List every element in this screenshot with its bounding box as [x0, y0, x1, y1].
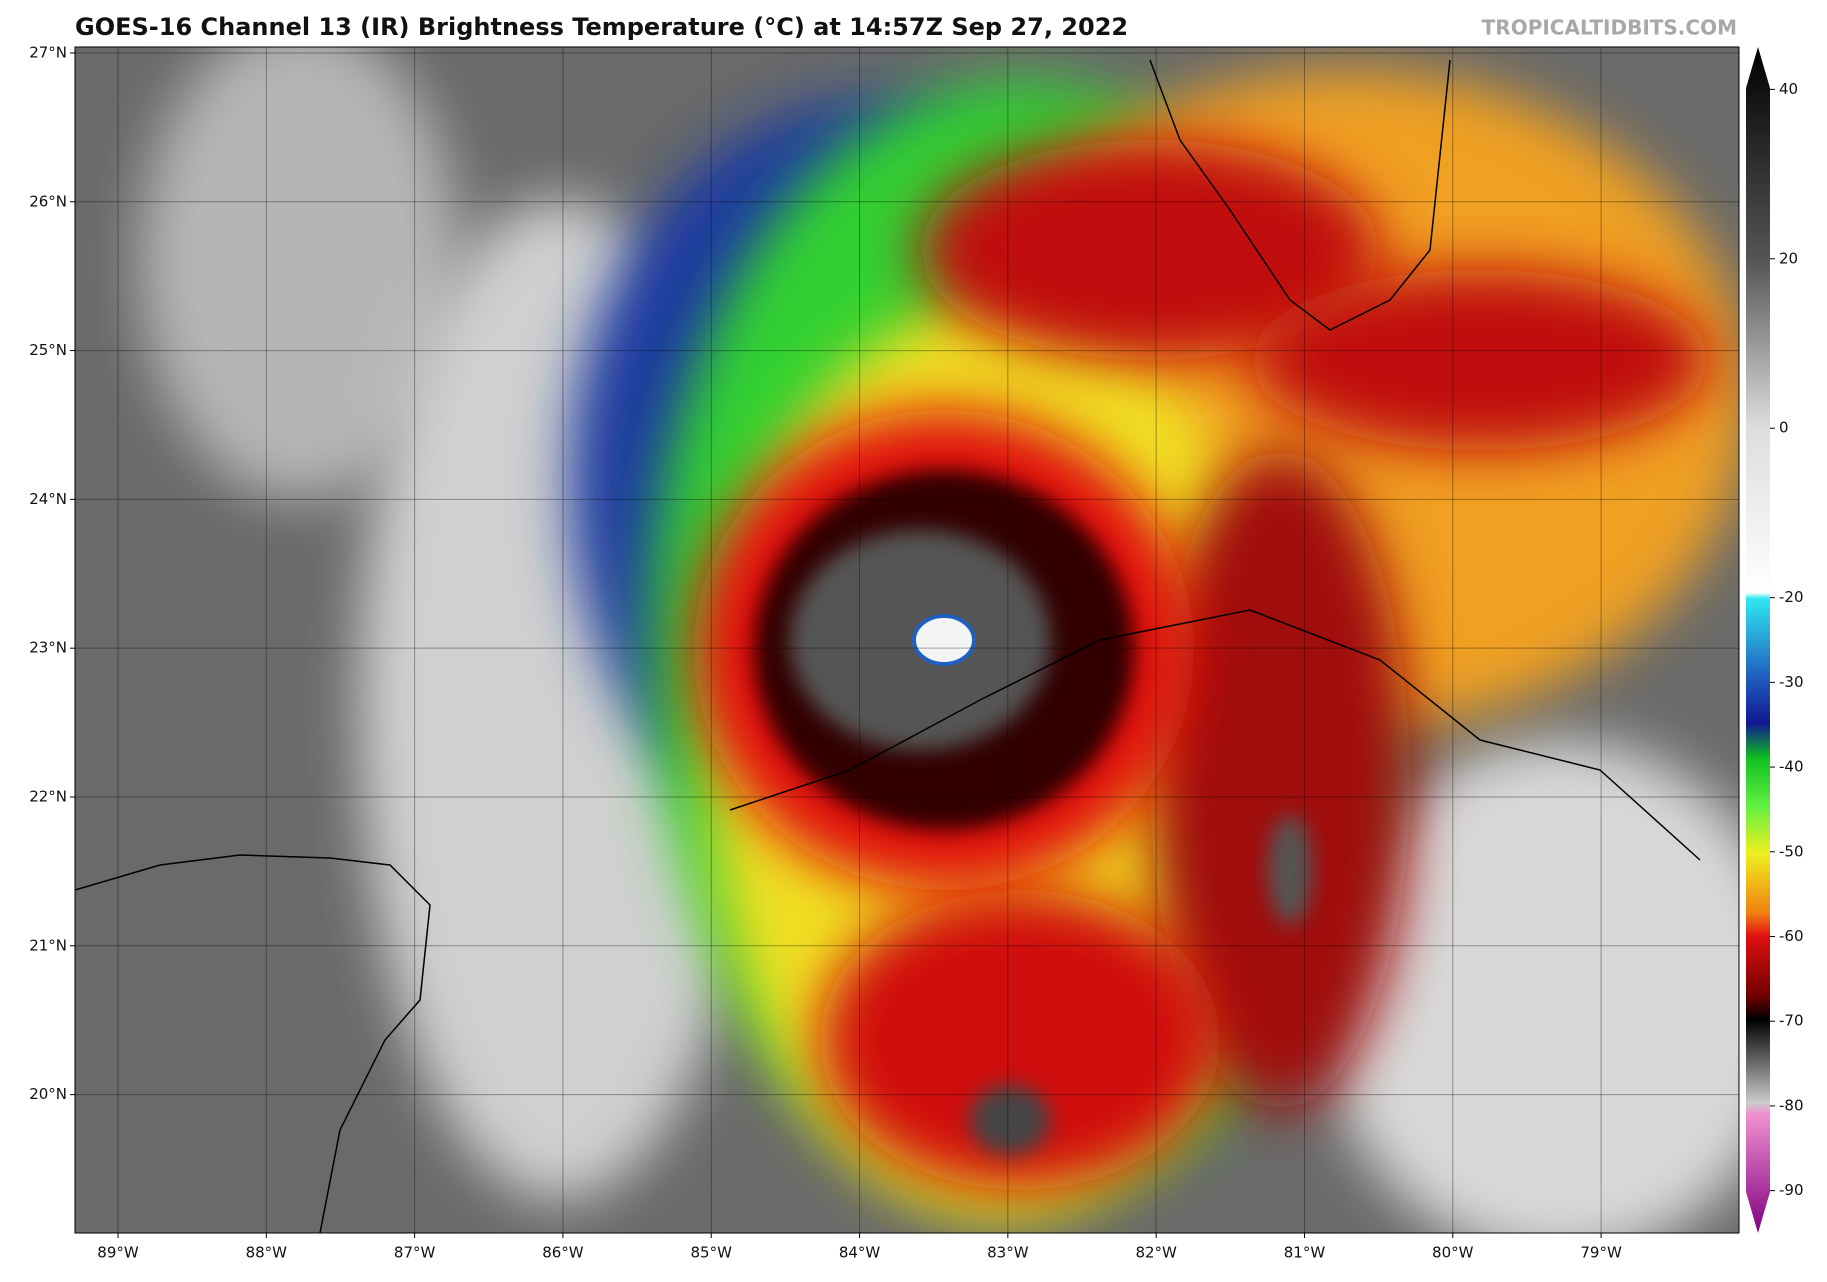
colorbar-tick-label: -90	[1779, 1181, 1804, 1199]
lon-tick-label: 88°W	[246, 1244, 288, 1262]
lon-tick-label: 87°W	[394, 1244, 436, 1262]
colorbar-tick-label: -30	[1779, 673, 1804, 691]
lat-tick-label: 21°N	[29, 936, 67, 954]
lat-tick-label: 22°N	[29, 787, 67, 805]
colorbar-tick-label: -80	[1779, 1096, 1804, 1114]
lat-tick-label: 26°N	[29, 192, 67, 210]
lat-tick-label: 25°N	[29, 341, 67, 359]
colorbar-tick-label: -50	[1779, 842, 1804, 860]
lon-tick-label: 79°W	[1580, 1244, 1622, 1262]
lat-tick-label: 23°N	[29, 639, 67, 657]
colorbar-tick-label: 20	[1779, 249, 1798, 267]
colorbar-tick-label: -70	[1779, 1012, 1804, 1030]
lon-tick-label: 83°W	[987, 1244, 1029, 1262]
colorbar-tick-label: -60	[1779, 927, 1804, 945]
axes: 89°W 88°W 87°W 86°W 85°W 84°W 83°W 82°W 81°W 80°W…	[29, 43, 1803, 1261]
colorbar-tick-label: -40	[1779, 758, 1804, 776]
lon-tick-label: 80°W	[1432, 1244, 1474, 1262]
lat-tick-label: 20°N	[29, 1085, 67, 1103]
watermark: TROPICALTIDBITS.COM	[1482, 16, 1737, 40]
colorbar-tick-label: -20	[1779, 588, 1804, 606]
lon-tick-label: 84°W	[839, 1244, 881, 1262]
lat-tick-label: 27°N	[29, 43, 67, 61]
lon-tick-label: 89°W	[97, 1244, 139, 1262]
satellite-image	[75, 47, 1739, 1233]
lon-tick-label: 86°W	[542, 1244, 584, 1262]
title: GOES-16 Channel 13 (IR) Brightness Tempe…	[75, 13, 1128, 41]
colorbar-tick-label: 0	[1779, 419, 1789, 437]
lat-tick-label: 24°N	[29, 490, 67, 508]
lon-tick-label: 81°W	[1284, 1244, 1326, 1262]
colorbar	[1746, 47, 1770, 1233]
lon-tick-label: 85°W	[691, 1244, 733, 1262]
lon-tick-label: 82°W	[1135, 1244, 1177, 1262]
map-frame	[74, 46, 1740, 1234]
colorbar-tick-label: 40	[1779, 80, 1798, 98]
